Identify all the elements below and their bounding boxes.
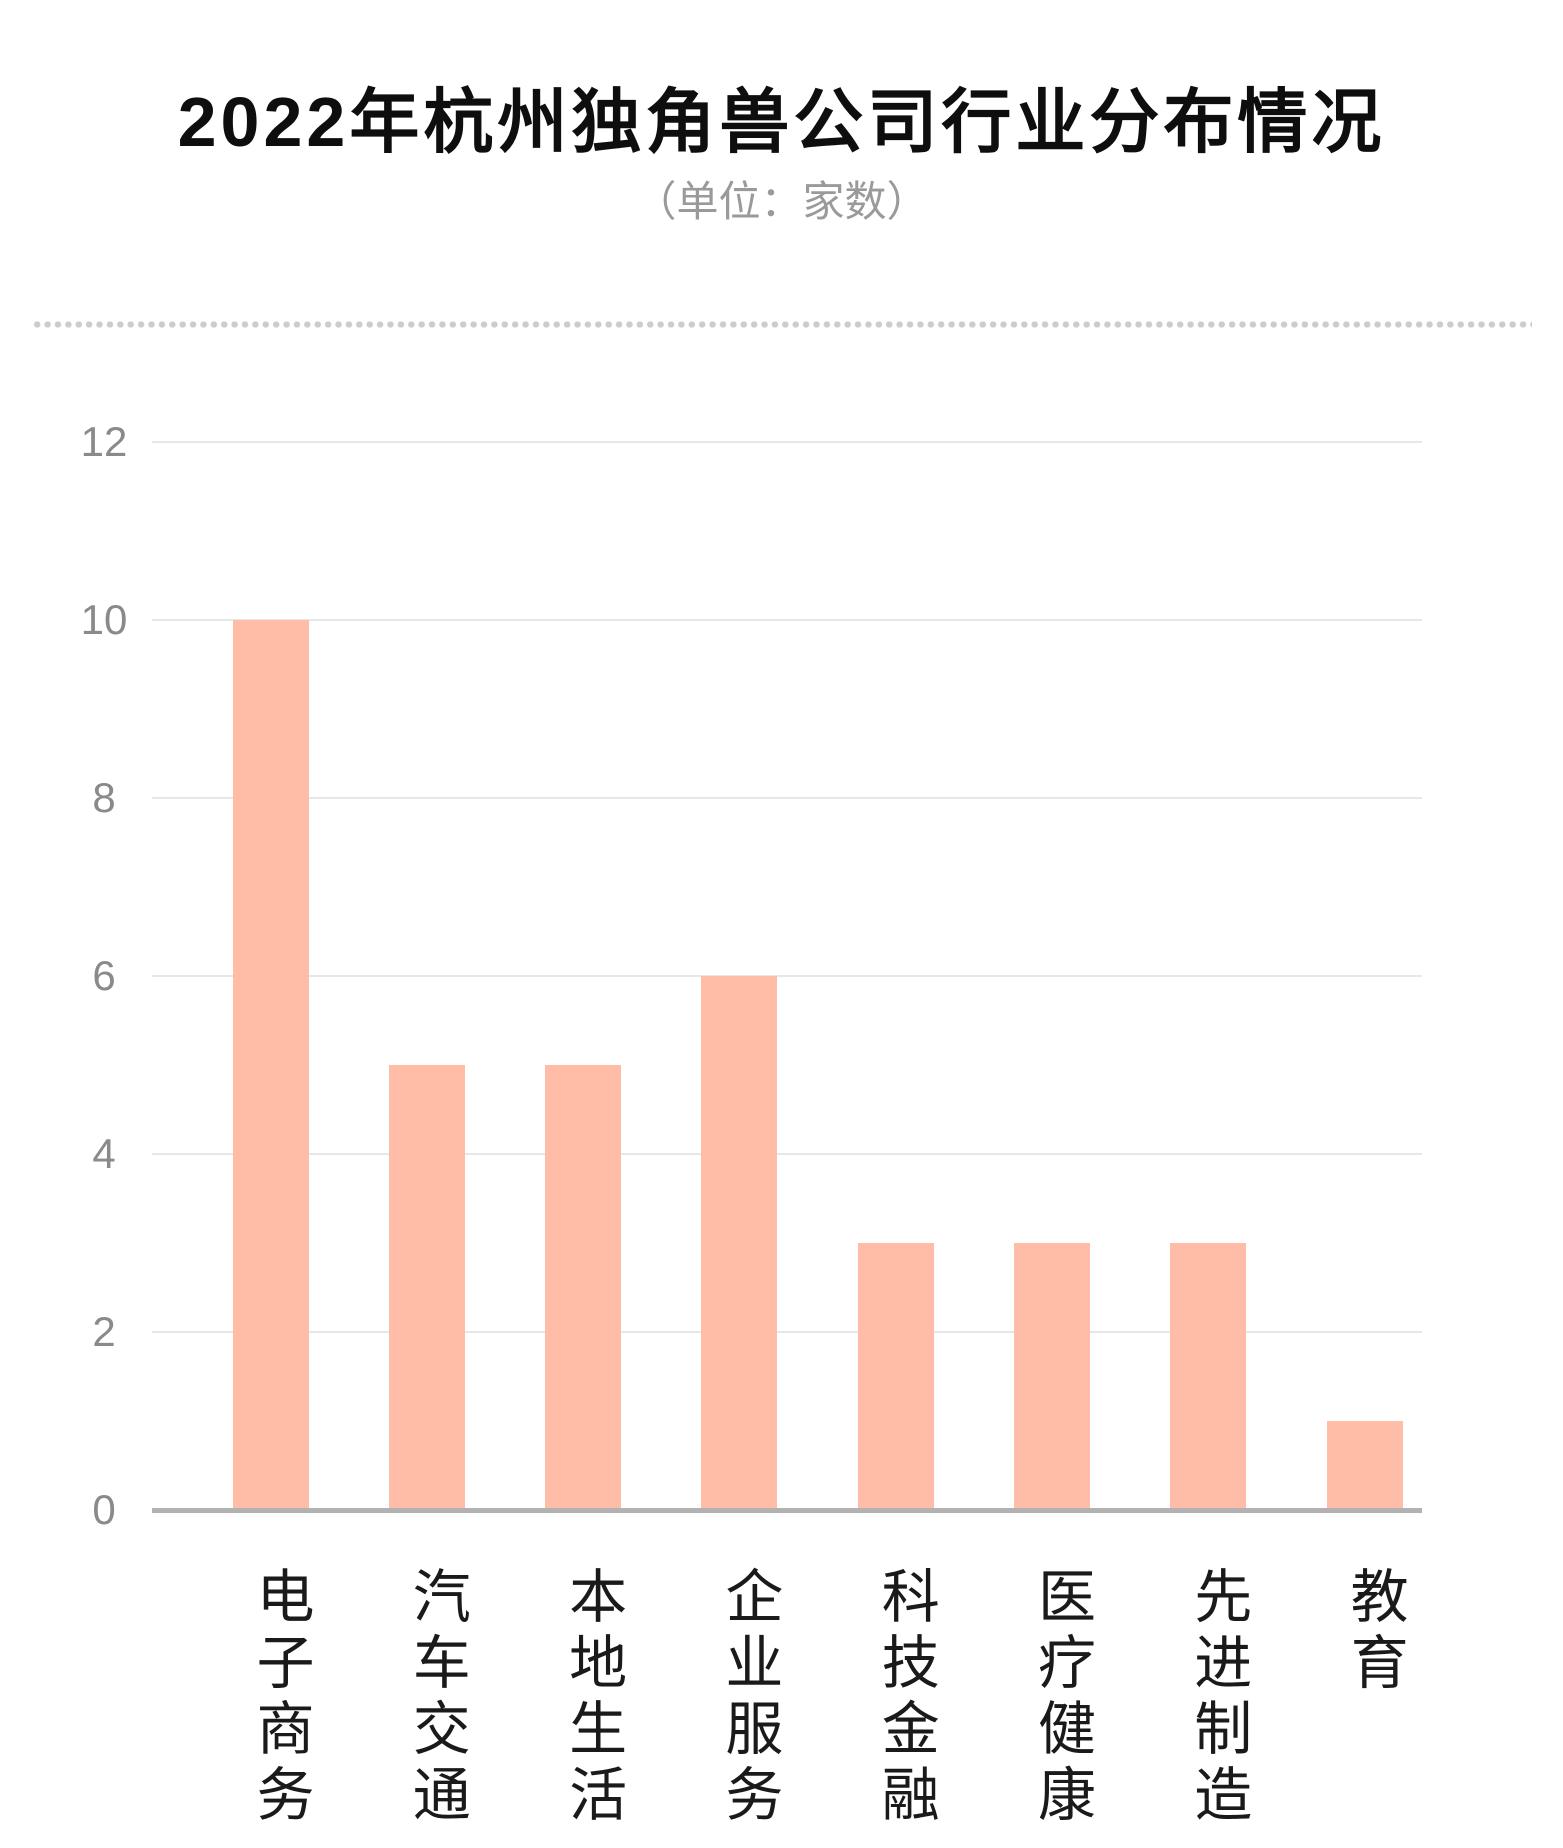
x-axis-label: 科技金融: [872, 1566, 938, 1830]
x-axis-label: 汽车交通: [403, 1566, 469, 1830]
x-axis-line: [152, 1508, 1422, 1513]
x-axis-label: 先进制造: [1185, 1566, 1251, 1830]
x-axis-label: 电子商务: [247, 1566, 313, 1830]
bar: [1326, 1421, 1403, 1510]
x-axis-label: 教育: [1341, 1566, 1407, 1698]
bar: [232, 620, 309, 1510]
gridline: [152, 441, 1422, 443]
y-tick-label: 0: [92, 1486, 116, 1533]
gridline: [152, 619, 1422, 621]
y-tick-label: 6: [92, 952, 116, 999]
bar: [545, 1065, 622, 1510]
bar: [857, 1243, 934, 1510]
y-tick-label: 10: [80, 596, 128, 643]
bar: [701, 976, 778, 1510]
gridline: [152, 797, 1422, 799]
dotted-divider: [32, 320, 1532, 329]
bar: [1170, 1243, 1247, 1510]
x-axis-label: 本地生活: [560, 1566, 626, 1830]
gridline: [152, 1153, 1422, 1155]
gridline: [152, 975, 1422, 977]
y-tick-label: 4: [92, 1130, 116, 1177]
gridline: [152, 1331, 1422, 1333]
bar: [1014, 1243, 1090, 1510]
y-tick-label: 2: [92, 1308, 116, 1355]
y-tick-label: 8: [92, 774, 116, 821]
y-tick-label: 12: [80, 418, 128, 465]
chart-subtitle: （单位：家数）: [634, 178, 929, 225]
chart-title: 2022年杭州独角兽公司行业分布情况: [177, 83, 1386, 161]
x-axis-label: 企业服务: [716, 1566, 782, 1830]
x-axis-label: 医疗健康: [1029, 1566, 1094, 1830]
bar: [388, 1065, 465, 1510]
